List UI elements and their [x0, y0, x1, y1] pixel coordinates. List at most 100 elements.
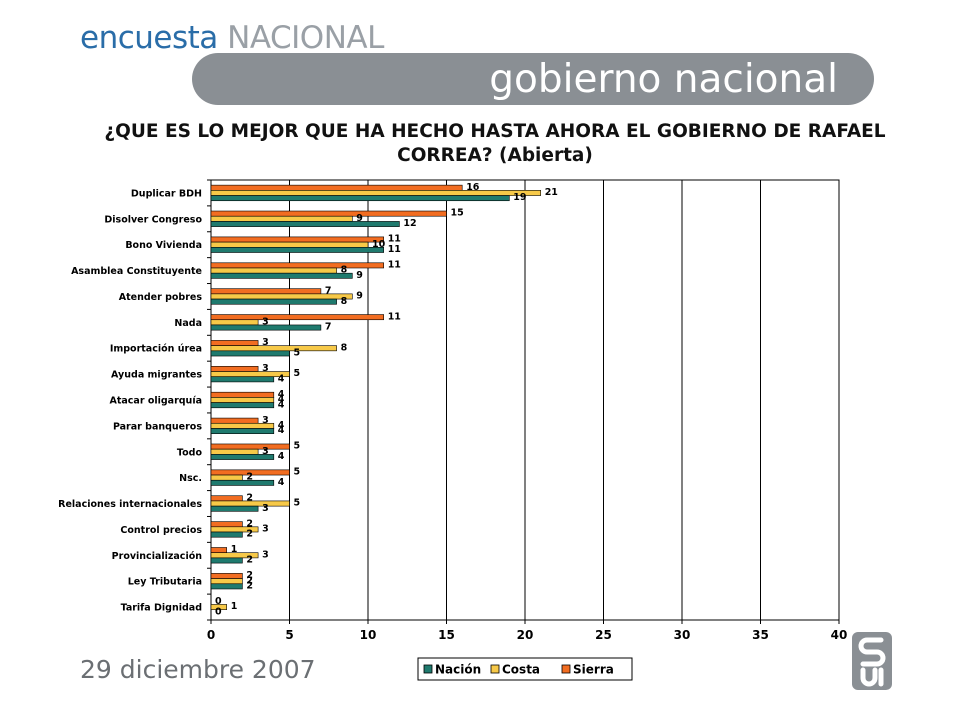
category-label: Importación úrea: [110, 344, 202, 355]
legend-label: Sierra: [573, 663, 614, 677]
bar: [210, 422, 275, 429]
legend-swatch: [561, 664, 571, 674]
brand-part1: encuesta: [80, 20, 218, 56]
legend-swatch: [423, 664, 433, 674]
data-label: 10: [372, 239, 386, 250]
data-label: 3: [262, 337, 269, 348]
data-label: 2: [246, 472, 253, 483]
data-label: 16: [466, 182, 480, 193]
data-label: 0: [215, 596, 222, 607]
legend-label: Nación: [435, 663, 481, 677]
data-label: 3: [262, 415, 269, 426]
bar: [210, 195, 510, 202]
x-tick-label: 20: [517, 628, 534, 642]
bar: [210, 340, 259, 346]
bar: [210, 557, 243, 564]
title-banner: gobierno nacional: [192, 53, 874, 105]
category-label: Todo: [177, 447, 203, 458]
bar: [210, 267, 337, 274]
bar: [210, 241, 369, 248]
x-tick-label: 10: [360, 628, 377, 642]
data-label: 2: [246, 518, 253, 529]
data-label: 4: [278, 399, 285, 410]
data-label: 9: [356, 291, 363, 302]
x-tick-label: 5: [285, 628, 293, 642]
bar: [210, 448, 259, 455]
data-label: 7: [325, 322, 332, 333]
x-tick-label: 15: [438, 628, 455, 642]
legend-label: Costa: [502, 663, 540, 677]
data-label: 12: [403, 218, 416, 229]
bar: [210, 314, 384, 321]
bar: [210, 505, 259, 512]
bar: [210, 402, 275, 409]
category-label: Nsc.: [179, 473, 202, 484]
data-label: 2: [246, 492, 253, 503]
x-tick-label: 25: [595, 628, 612, 642]
data-label: 4: [278, 394, 285, 405]
bar: [210, 469, 290, 476]
bar: [210, 495, 243, 502]
bar: [210, 247, 384, 253]
category-label: Duplicar BDH: [131, 188, 202, 199]
data-label: 3: [262, 503, 269, 514]
category-label: Nada: [174, 318, 202, 329]
data-label: 3: [262, 363, 269, 374]
bar: [210, 547, 227, 553]
data-label: 1: [231, 601, 238, 612]
brand-part2: NACIONAL: [227, 20, 384, 56]
data-label: 9: [356, 270, 363, 281]
data-label: 5: [294, 368, 301, 379]
data-label: 4: [278, 477, 285, 488]
data-label: 2: [246, 555, 253, 566]
category-label: Atacar oligarquía: [109, 396, 202, 407]
data-label: 3: [262, 524, 269, 535]
bar: [210, 391, 275, 398]
data-label: 5: [294, 441, 301, 452]
bar: [210, 319, 259, 326]
data-label: 19: [513, 192, 526, 203]
legend-box: [417, 657, 633, 681]
x-tick-label: 30: [674, 628, 691, 642]
legend-swatch: [490, 664, 500, 674]
data-label: 11: [388, 259, 401, 270]
bar: [210, 190, 542, 196]
bar: [210, 288, 322, 295]
category-label: Bono Vivienda: [125, 240, 202, 251]
company-logo-icon: [852, 632, 892, 690]
data-label: 8: [341, 342, 348, 353]
bar: [210, 210, 447, 217]
bar: [210, 479, 275, 486]
data-label: 8: [341, 296, 348, 307]
bar: [210, 604, 227, 610]
data-label: 4: [278, 425, 285, 436]
category-label: Asamblea Constituyente: [71, 266, 202, 277]
bar: [210, 293, 353, 300]
category-label: Provincialización: [112, 551, 203, 562]
data-label: 9: [356, 213, 363, 224]
bar: [210, 521, 243, 528]
bar: [210, 221, 400, 227]
bar: [210, 474, 243, 481]
data-label: 21: [545, 187, 558, 198]
data-label: 11: [388, 311, 401, 322]
category-label: Disolver Congreso: [104, 214, 202, 225]
banner-title: gobierno nacional: [489, 57, 838, 102]
bar: [210, 417, 259, 424]
bar: [210, 454, 275, 460]
data-label: 7: [325, 285, 332, 296]
data-label: 5: [294, 498, 301, 509]
category-label: Relaciones internacionales: [58, 499, 202, 510]
bar: [210, 366, 259, 372]
category-label: Ley Tributaria: [128, 577, 202, 588]
bar: [210, 573, 243, 579]
bar: [210, 443, 290, 450]
data-label: 3: [262, 549, 269, 560]
bar: [210, 324, 322, 331]
bar: [210, 272, 353, 279]
data-label: 4: [278, 389, 285, 400]
data-label: 3: [262, 316, 269, 327]
bar: [210, 583, 243, 590]
data-label: 2: [246, 575, 253, 586]
